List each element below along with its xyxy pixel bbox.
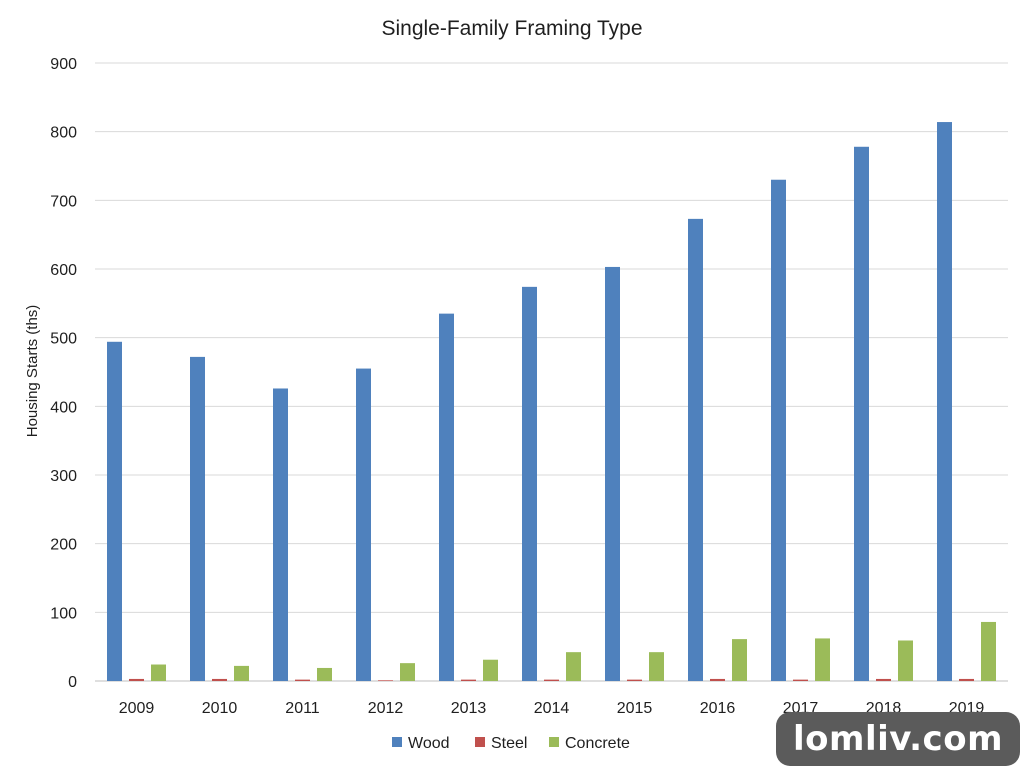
y-tick-label: 0 — [68, 674, 77, 691]
bar-steel-2013 — [461, 679, 476, 681]
gridlines — [95, 62, 1008, 682]
y-tick-label: 500 — [50, 331, 77, 348]
bar-concrete-2010 — [234, 665, 249, 681]
y-tick-label: 400 — [50, 399, 77, 416]
bar-concrete-2009 — [151, 664, 166, 681]
legend-label-wood: Wood — [408, 735, 450, 752]
legend-swatch-concrete — [549, 737, 559, 747]
legend-label-steel: Steel — [491, 735, 527, 752]
bars — [107, 122, 996, 682]
y-axis-label: Housing Starts (ths) — [24, 305, 41, 438]
y-tick-label: 800 — [50, 125, 77, 142]
bar-steel-2018 — [876, 678, 891, 681]
bar-wood-2012 — [356, 368, 371, 681]
y-axis-ticks: 0 100 200 300 400 500 600 700 800 900 — [50, 56, 77, 691]
bar-steel-2011 — [295, 679, 310, 681]
bar-wood-2010 — [190, 356, 205, 681]
x-tick-label: 2014 — [534, 700, 570, 717]
bar-wood-2013 — [439, 313, 454, 681]
chart-title: Single-Family Framing Type — [381, 17, 642, 40]
legend-swatch-steel — [475, 737, 485, 747]
bar-concrete-2011 — [317, 667, 332, 681]
bar-steel-2012 — [378, 680, 393, 681]
y-tick-label: 900 — [50, 56, 77, 73]
x-tick-label: 2009 — [119, 700, 155, 717]
bar-concrete-2014 — [566, 652, 581, 681]
legend: Wood Steel Concrete — [392, 735, 630, 752]
bar-concrete-2018 — [898, 640, 913, 681]
bar-wood-2011 — [273, 388, 288, 681]
bar-concrete-2019 — [981, 621, 996, 681]
y-tick-label: 100 — [50, 605, 77, 622]
bar-steel-2016 — [710, 678, 725, 681]
bar-steel-2009 — [129, 678, 144, 681]
bar-wood-2019 — [937, 122, 952, 681]
x-tick-label: 2012 — [368, 700, 404, 717]
x-tick-label: 2015 — [617, 700, 653, 717]
bar-steel-2014 — [544, 679, 559, 681]
bar-wood-2018 — [854, 146, 869, 682]
x-tick-label: 2016 — [700, 700, 736, 717]
x-tick-label: 2010 — [202, 700, 238, 717]
y-tick-label: 200 — [50, 537, 77, 554]
y-tick-label: 600 — [50, 262, 77, 279]
bar-concrete-2015 — [649, 652, 664, 681]
legend-label-concrete: Concrete — [565, 735, 630, 752]
bar-steel-2017 — [793, 679, 808, 681]
y-tick-label: 300 — [50, 468, 77, 485]
bar-wood-2017 — [771, 179, 786, 681]
x-tick-label: 2013 — [451, 700, 487, 717]
bar-wood-2015 — [605, 266, 620, 681]
y-tick-label: 700 — [50, 193, 77, 210]
bar-steel-2015 — [627, 679, 642, 681]
watermark-logo: lomliv.com — [776, 712, 1020, 766]
bar-concrete-2017 — [815, 638, 830, 681]
x-tick-label: 2011 — [285, 700, 320, 717]
bar-wood-2009 — [107, 341, 122, 681]
bar-concrete-2016 — [732, 639, 747, 681]
bar-concrete-2013 — [483, 659, 498, 681]
bar-steel-2010 — [212, 678, 227, 681]
bar-concrete-2012 — [400, 663, 415, 681]
legend-swatch-wood — [392, 737, 402, 747]
bar-wood-2016 — [688, 218, 703, 681]
bar-steel-2019 — [959, 678, 974, 681]
bar-wood-2014 — [522, 286, 537, 681]
